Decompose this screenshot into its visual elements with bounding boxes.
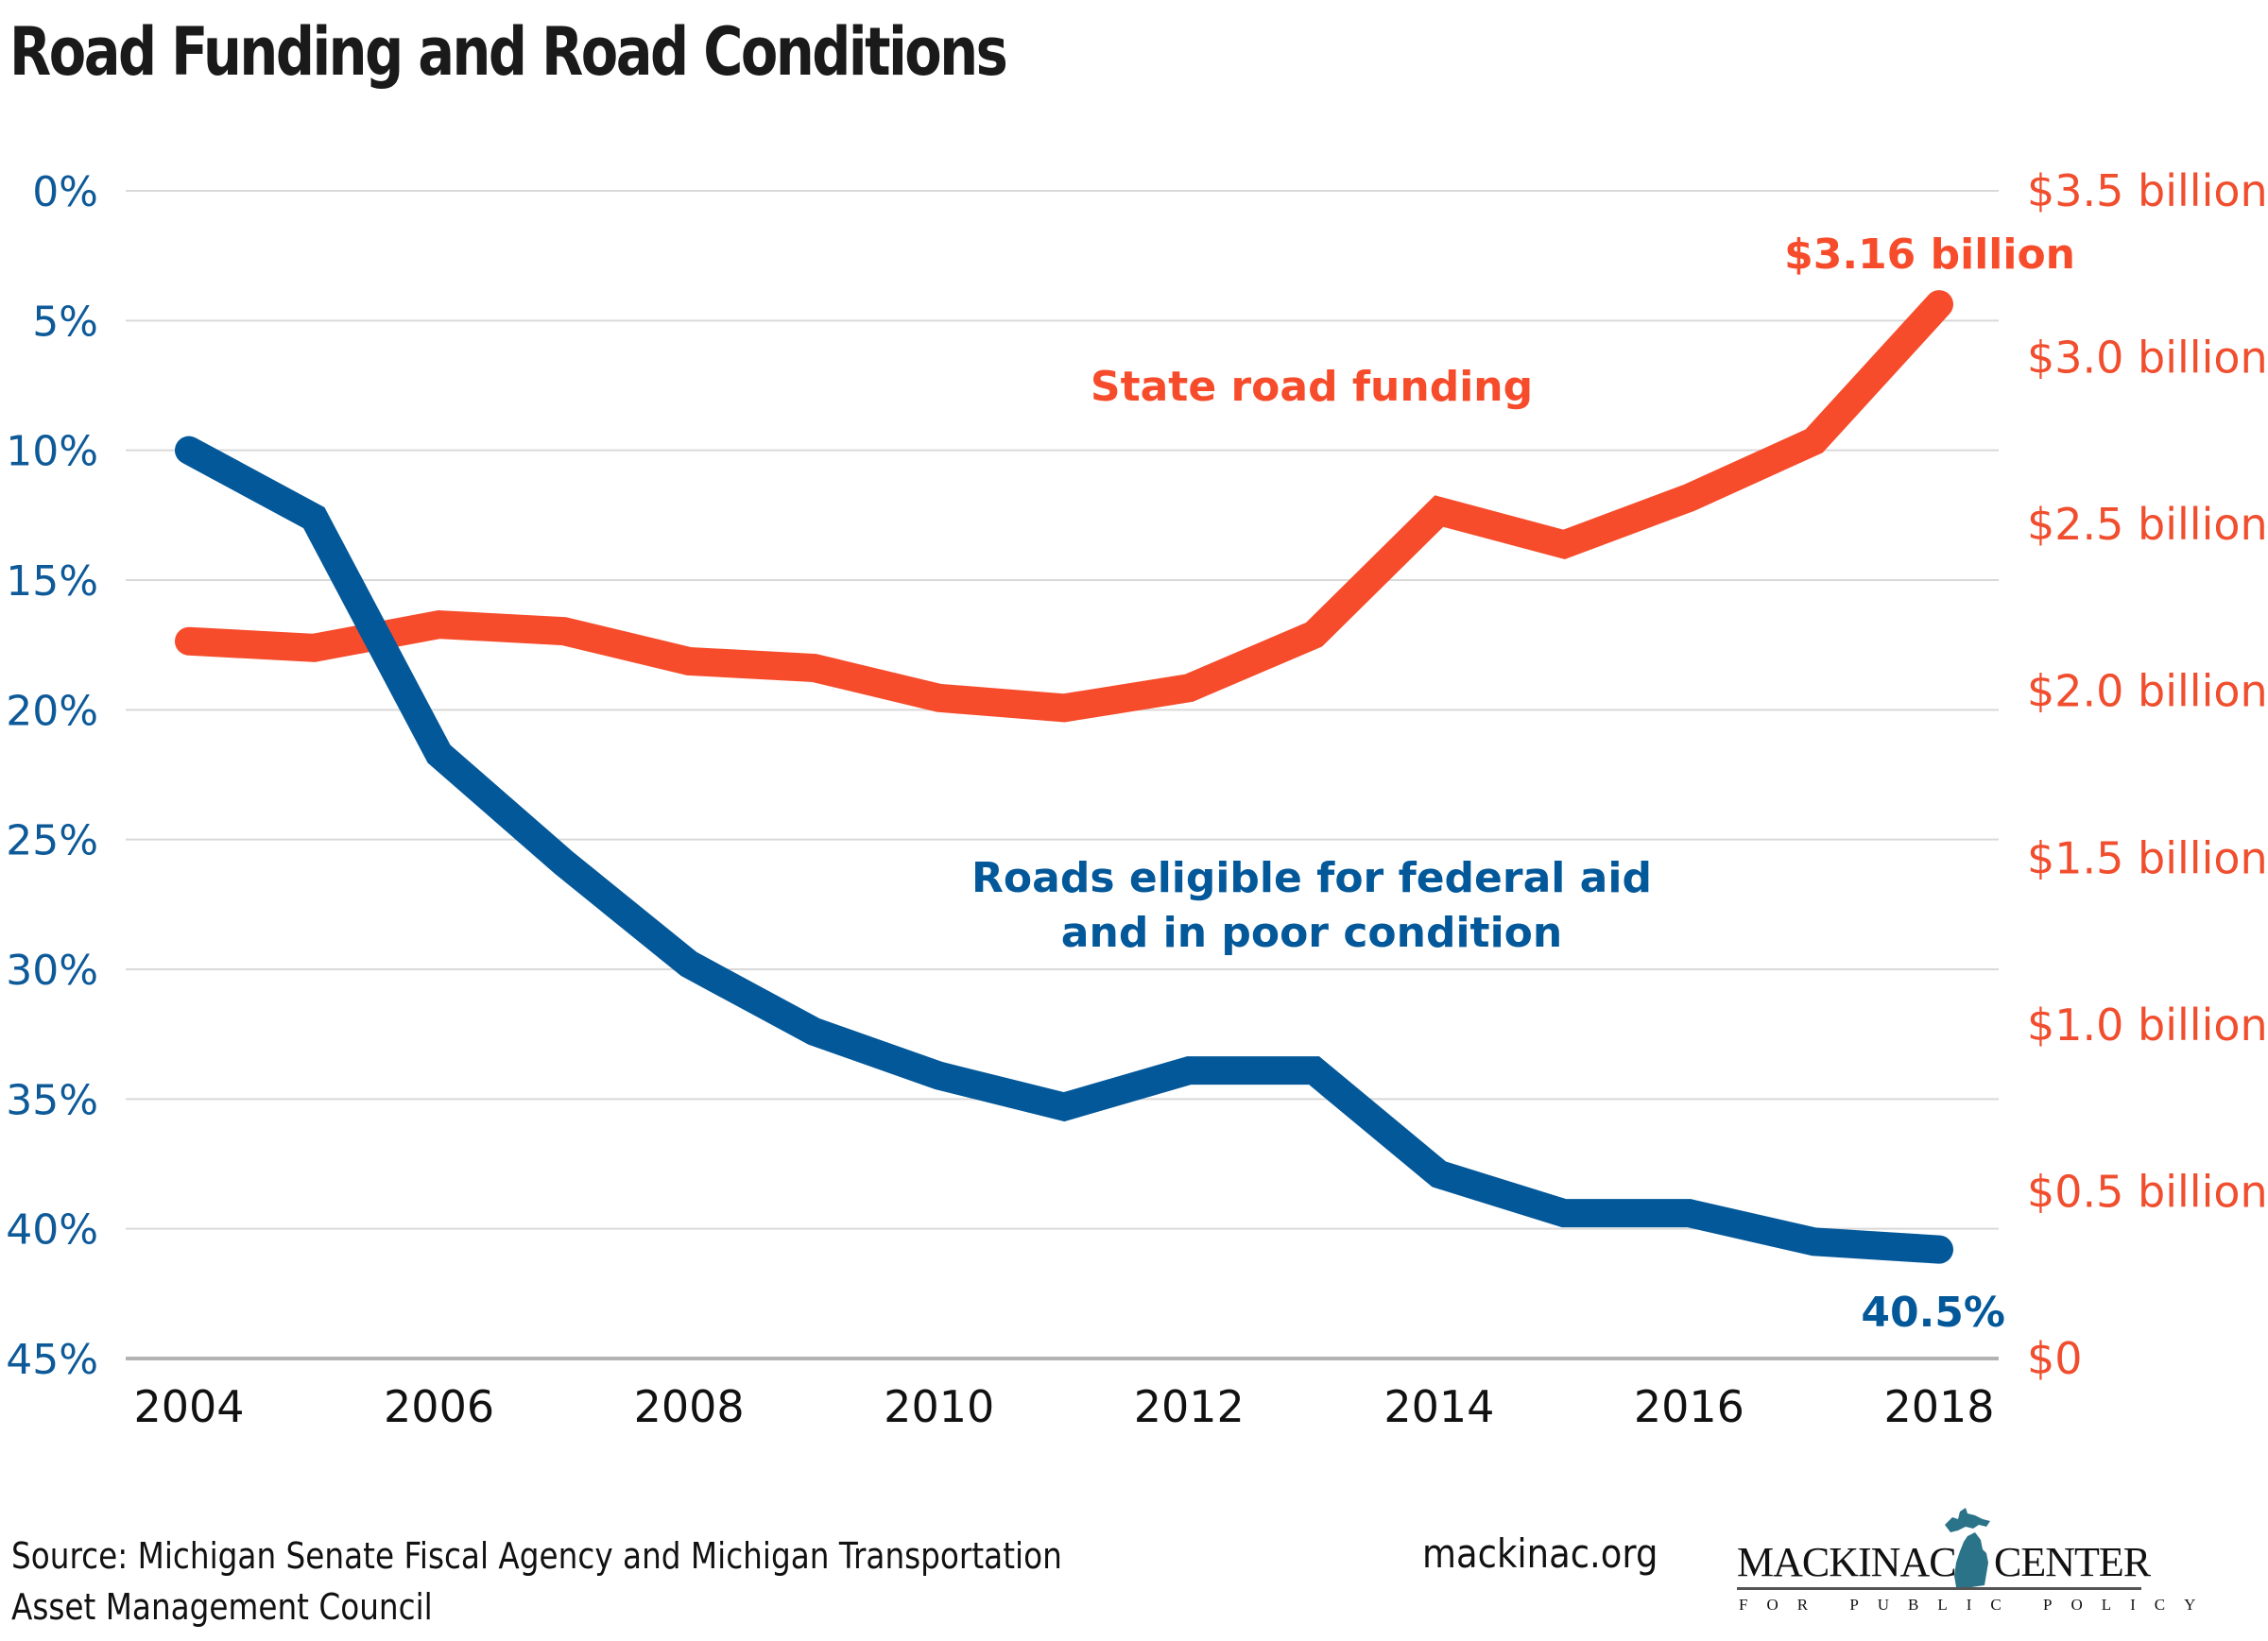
data-point-poor-roads-2014 [1438, 1173, 1440, 1175]
data-point-funding-2006 [438, 624, 440, 625]
logo-divider [1737, 1587, 2141, 1590]
data-point-poor-roads-2009 [813, 1031, 815, 1033]
right-tick-label: $0.5 billion [2027, 1166, 2268, 1217]
data-point-poor-roads-2015 [1563, 1212, 1565, 1214]
mackinac-center-logo: MACKINAC CENTER FOR PUBLIC POLICY [1737, 1504, 2195, 1614]
data-point-funding-2015 [1563, 543, 1565, 545]
x-tick-label: 2006 [384, 1381, 494, 1432]
x-tick-label: 2016 [1634, 1381, 1744, 1432]
left-tick-label: 25% [6, 817, 98, 865]
x-axis-ticks: 2004 2006 2008 2010 2012 2014 2016 2018 [133, 1381, 1994, 1432]
source-line-2: Asset Management Council [11, 1586, 433, 1628]
x-tick-label: 2012 [1134, 1381, 1245, 1432]
gridlines [126, 190, 1999, 1360]
data-point-funding-2017 [1813, 440, 1815, 442]
data-point-poor-roads-2017 [1813, 1240, 1815, 1242]
right-axis-ticks: $3.5 billion $3.0 billion $2.5 billion $2.0… [2027, 165, 2268, 1384]
data-point-poor-roads-2011 [1063, 1106, 1065, 1108]
left-tick-label: 35% [6, 1076, 98, 1124]
source-note: Source: Michigan Senate Fiscal Agency an… [11, 1530, 1062, 1632]
data-point-poor-roads-2006 [438, 753, 440, 755]
right-tick-label: $1.0 billion [2027, 1000, 2268, 1051]
data-point-funding-2016 [1688, 497, 1690, 499]
x-tick-label: 2004 [133, 1381, 244, 1432]
data-point-funding-2007 [563, 630, 565, 632]
annotations: State road funding Roads eligible for fe… [971, 231, 2075, 1337]
logo-tagline: FOR PUBLIC POLICY [1739, 1596, 2215, 1614]
data-point-funding-2011 [1063, 707, 1065, 709]
left-tick-label: 10% [6, 428, 98, 476]
data-point-funding-2009 [813, 667, 815, 669]
data-point-funding-2014 [1438, 510, 1440, 512]
series-label-poor-roads-line2: and in poor condition [1061, 909, 1562, 957]
data-point-poor-roads-2005 [313, 517, 315, 519]
right-tick-label: $2.5 billion [2027, 499, 2268, 550]
left-tick-label: 5% [32, 298, 98, 346]
website-link[interactable]: mackinac.org [1422, 1530, 1658, 1577]
michigan-map-icon [1945, 1508, 1990, 1587]
data-point-funding-2018 [1938, 303, 1940, 305]
data-point-funding-2012 [1188, 687, 1190, 689]
source-line-1: Source: Michigan Senate Fiscal Agency an… [11, 1535, 1062, 1577]
x-tick-label: 2018 [1883, 1381, 1994, 1432]
x-tick-label: 2010 [884, 1381, 994, 1432]
right-tick-label: $2.0 billion [2027, 666, 2268, 717]
series-lines [175, 290, 1953, 1264]
left-tick-label: 30% [6, 947, 98, 995]
x-tick-label: 2014 [1383, 1381, 1494, 1432]
chart-title: Road Funding and Road Conditions [9, 13, 1008, 91]
series-line-funding [175, 290, 1953, 723]
series-label-funding: State road funding [1091, 363, 1533, 411]
data-point-funding-2005 [313, 647, 315, 649]
right-tick-label: $3.0 billion [2027, 333, 2268, 384]
end-label-funding: $3.16 billion [1784, 231, 2075, 279]
x-tick-label: 2008 [634, 1381, 745, 1432]
logo-word-right: CENTER [1994, 1539, 2151, 1585]
end-label-poor-roads: 40.5% [1861, 1289, 2005, 1337]
data-point-funding-2008 [688, 660, 690, 662]
data-point-poor-roads-2010 [938, 1075, 940, 1077]
left-tick-label: 45% [6, 1336, 98, 1384]
series-line-poor-roads [175, 436, 1953, 1264]
data-point-poor-roads-2004 [188, 450, 190, 452]
data-point-poor-roads-2018 [1938, 1249, 1940, 1251]
left-tick-label: 15% [6, 557, 98, 606]
right-tick-label: $1.5 billion [2027, 832, 2268, 883]
data-point-poor-roads-2008 [688, 964, 690, 966]
series-label-poor-roads-line1: Roads eligible for federal aid [971, 854, 1652, 902]
left-tick-label: 0% [32, 168, 98, 216]
data-point-poor-roads-2016 [1688, 1212, 1690, 1214]
right-tick-label: $3.5 billion [2027, 165, 2268, 216]
left-axis-ticks: 0% 5% 10% 15% 20% 25% 30% 35% 40% 45% [6, 168, 98, 1384]
left-tick-label: 40% [6, 1206, 98, 1255]
right-tick-label: $0 [2027, 1333, 2083, 1384]
left-tick-label: 20% [6, 687, 98, 735]
data-point-poor-roads-2012 [1188, 1069, 1190, 1071]
data-point-funding-2010 [938, 697, 940, 699]
logo-word-left: MACKINAC [1737, 1539, 1957, 1585]
